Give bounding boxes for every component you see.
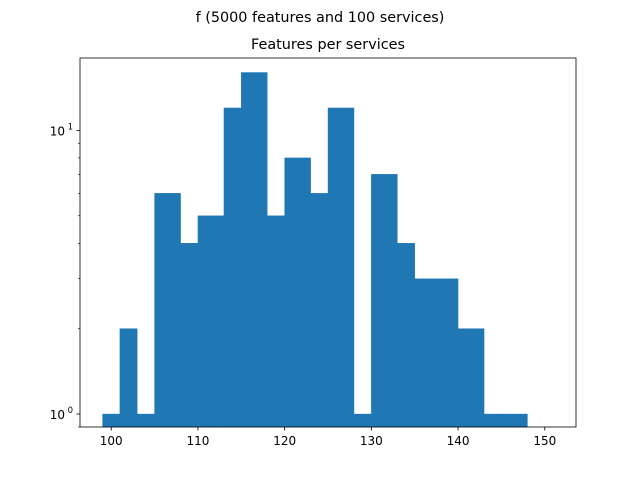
figure-suptitle: f (5000 features and 100 services) bbox=[196, 10, 445, 26]
histogram-bar bbox=[284, 157, 311, 428]
x-tick-label: 120 bbox=[273, 434, 296, 448]
histogram-bar bbox=[180, 243, 199, 428]
histogram-bar bbox=[457, 328, 485, 428]
x-tick-label: 110 bbox=[186, 434, 209, 448]
histogram-bar bbox=[241, 72, 268, 428]
histogram-bar bbox=[154, 193, 181, 428]
histogram-bars bbox=[102, 72, 528, 428]
histogram-bar bbox=[327, 107, 355, 428]
histogram-bar bbox=[137, 413, 155, 428]
histogram-bar bbox=[102, 413, 121, 428]
histogram-bar bbox=[483, 413, 502, 428]
y-tick-label: 10 bbox=[50, 124, 65, 138]
histogram-bar bbox=[197, 215, 225, 428]
histogram-bar bbox=[310, 193, 329, 428]
histogram-bar bbox=[267, 215, 285, 428]
histogram-bar bbox=[501, 413, 528, 428]
histogram-bar bbox=[414, 278, 441, 428]
histogram-bar bbox=[397, 243, 415, 428]
x-tick-label: 140 bbox=[447, 434, 470, 448]
x-tick-label: 100 bbox=[100, 434, 123, 448]
x-tick-label: 130 bbox=[360, 434, 383, 448]
chart-title: Features per services bbox=[251, 37, 405, 53]
plot-frame bbox=[79, 57, 577, 428]
y-tick-label: 10 bbox=[50, 408, 65, 422]
y-tick-exponent: 0 bbox=[68, 406, 73, 416]
x-axis: 100 110 120 130 140 150 bbox=[100, 427, 556, 448]
histogram-bar bbox=[371, 174, 398, 428]
histogram-bar bbox=[440, 278, 459, 428]
histogram-bar bbox=[353, 413, 372, 428]
x-tick-label: 150 bbox=[533, 434, 556, 448]
histogram-bar bbox=[119, 328, 138, 428]
y-tick-exponent: 1 bbox=[68, 122, 73, 132]
histogram-bar bbox=[223, 107, 242, 428]
